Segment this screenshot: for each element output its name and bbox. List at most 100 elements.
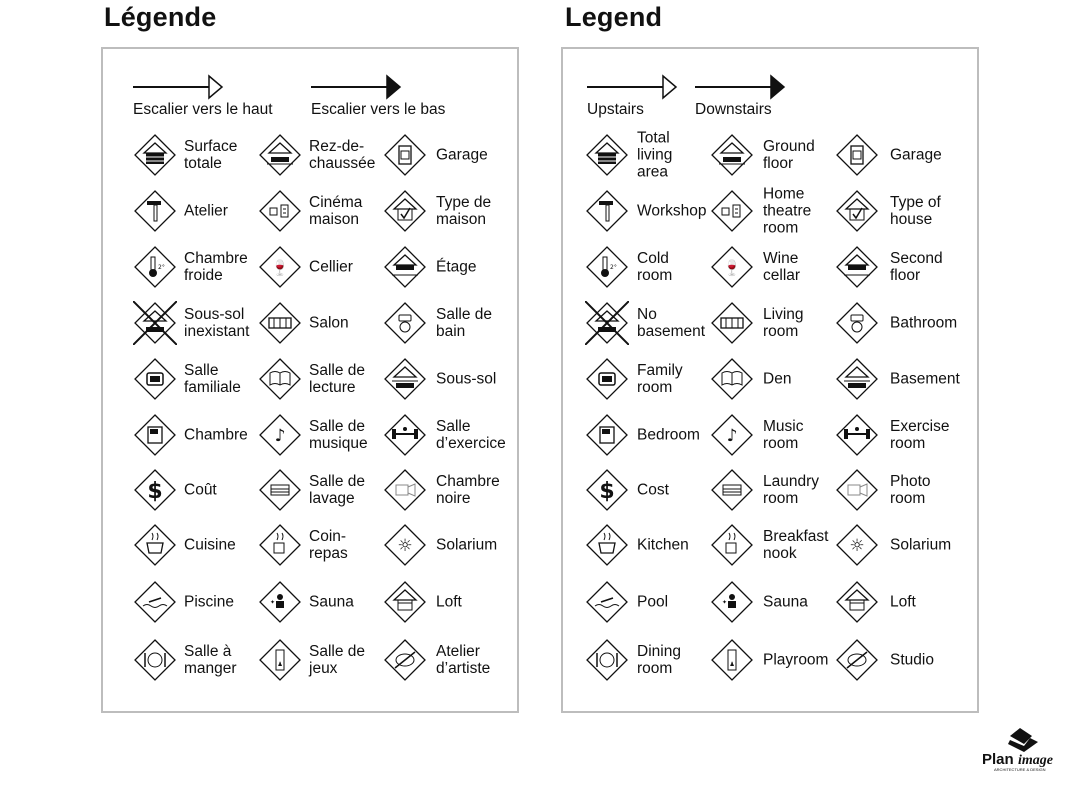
no-basement-icon — [133, 301, 177, 345]
legend-item-label: Exercise room — [890, 418, 950, 452]
legend-item-label: Piscine — [184, 593, 234, 611]
legend-item-label: Solarium — [436, 536, 498, 554]
legend-item-label: Playroom — [763, 651, 829, 669]
legend-item-label: Salle familiale — [184, 362, 241, 396]
svg-text:✦: ✦ — [270, 599, 275, 606]
cost-icon: $ — [134, 469, 176, 511]
loft-icon — [836, 581, 878, 623]
second-floor-icon — [836, 246, 878, 288]
legend-item-label: Workshop — [637, 202, 707, 220]
breakfast-nook-icon — [711, 524, 753, 566]
legend-item-label: Total living area — [637, 129, 673, 181]
type-of-house-icon — [384, 190, 426, 232]
svg-text:2°: 2° — [158, 264, 165, 271]
legend-item-label: Ground floor — [763, 138, 815, 172]
photo-icon — [836, 469, 878, 511]
svg-text:♪: ♪ — [275, 426, 286, 446]
cold-room-icon: 2° — [586, 246, 628, 288]
legend-item-label: Bedroom — [637, 426, 700, 444]
breakfast-nook-icon — [259, 524, 301, 566]
legend-item-label: Den — [763, 370, 792, 388]
cost-icon: $ — [586, 469, 628, 511]
bedroom-icon — [586, 414, 628, 456]
legend-item-label: Photo room — [890, 473, 931, 507]
legend-item-label: Salle de bain — [436, 306, 493, 340]
cold-room-icon: 2° — [134, 246, 176, 288]
laundry-icon — [711, 469, 753, 511]
legend-item-label: Breakfast nook — [763, 528, 829, 562]
stairs-down-label: Downstairs — [695, 101, 772, 118]
svg-text:🍷: 🍷 — [723, 259, 742, 277]
workshop-icon — [586, 190, 628, 232]
legend-panel — [561, 47, 979, 713]
sauna-icon: ✦ — [711, 581, 753, 623]
stairs-up-arrow-icon — [133, 74, 224, 100]
solarium-icon: ☼ — [836, 524, 878, 566]
sauna-icon: ✦ — [259, 581, 301, 623]
garage-icon — [384, 134, 426, 176]
dining-room-icon — [586, 639, 628, 681]
legend-item-label: Surface totale — [184, 138, 238, 172]
ground-floor-icon — [711, 134, 753, 176]
basement-icon — [836, 358, 878, 400]
legend-item-label: Solarium — [890, 536, 952, 554]
legend-item-label: Salle à manger — [184, 643, 237, 677]
type-of-house-icon — [836, 190, 878, 232]
home-theatre-icon — [711, 190, 753, 232]
basement-icon — [384, 358, 426, 400]
svg-text:Plan: Plan — [982, 751, 1014, 768]
legend-item-label: Music room — [763, 418, 804, 452]
legend-item-label: Salle d’exercice — [436, 418, 506, 452]
legend-item-label: Salle de lecture — [309, 362, 366, 396]
svg-text:2°: 2° — [610, 264, 617, 271]
studio-icon — [384, 639, 426, 681]
legend-item-label: Loft — [436, 593, 462, 611]
legend-item-label: Loft — [890, 593, 916, 611]
legend-item-label: Rez-de- chaussée — [309, 138, 376, 172]
living-room-icon — [711, 302, 753, 344]
legend-title: Légende — [104, 2, 217, 32]
legend-item-label: Salon — [309, 314, 349, 332]
svg-text:ARCHITECTURE & DESIGN: ARCHITECTURE & DESIGN — [994, 767, 1046, 772]
studio-icon — [836, 639, 878, 681]
svg-text:$: $ — [599, 479, 614, 504]
workshop-icon — [134, 190, 176, 232]
legend-item-label: Chambre noire — [436, 473, 500, 507]
legend-item-label: Type de maison — [436, 194, 492, 228]
legend-item-label: Type of house — [890, 194, 941, 228]
solarium-icon: ☼ — [384, 524, 426, 566]
svg-text:☼: ☼ — [849, 536, 864, 556]
legend-item-label: Pool — [637, 593, 669, 611]
stairs-down-arrow-icon — [311, 74, 402, 100]
total-living-area-icon — [586, 134, 628, 176]
legend-item-label: Cold room — [637, 250, 673, 284]
wine-cellar-icon: 🍷 — [711, 246, 753, 288]
legend-item-label: Dining room — [637, 643, 681, 677]
exercise-icon — [836, 414, 878, 456]
legend-item-label: Second floor — [890, 250, 943, 284]
kitchen-icon — [134, 524, 176, 566]
playroom-icon: ♟ — [711, 639, 753, 681]
legend-item-label: Coin- repas — [309, 528, 348, 562]
legend-item-label: Living room — [763, 306, 804, 340]
legend-item-label: Chambre — [184, 426, 248, 444]
bedroom-icon — [134, 414, 176, 456]
svg-text:✦: ✦ — [722, 599, 727, 606]
ground-floor-icon — [259, 134, 301, 176]
den-icon — [711, 358, 753, 400]
stairs-up-arrow-icon — [587, 74, 678, 100]
no-basement-icon — [585, 301, 629, 345]
loft-icon — [384, 581, 426, 623]
legend-item-label: Salle de musique — [309, 418, 368, 452]
legend-item-label: Étage — [436, 258, 477, 276]
legend-item-label: Studio — [890, 651, 934, 669]
music-icon: ♪ — [259, 414, 301, 456]
legend-item-label: Kitchen — [637, 536, 689, 554]
legend-item-label: Laundry room — [763, 473, 820, 507]
bathroom-icon — [836, 302, 878, 344]
legend-item-label: Garage — [890, 146, 942, 164]
legend-item-label: Cost — [637, 481, 669, 499]
legend-item-label: Bathroom — [890, 314, 958, 332]
exercise-icon — [384, 414, 426, 456]
family-room-icon — [134, 358, 176, 400]
